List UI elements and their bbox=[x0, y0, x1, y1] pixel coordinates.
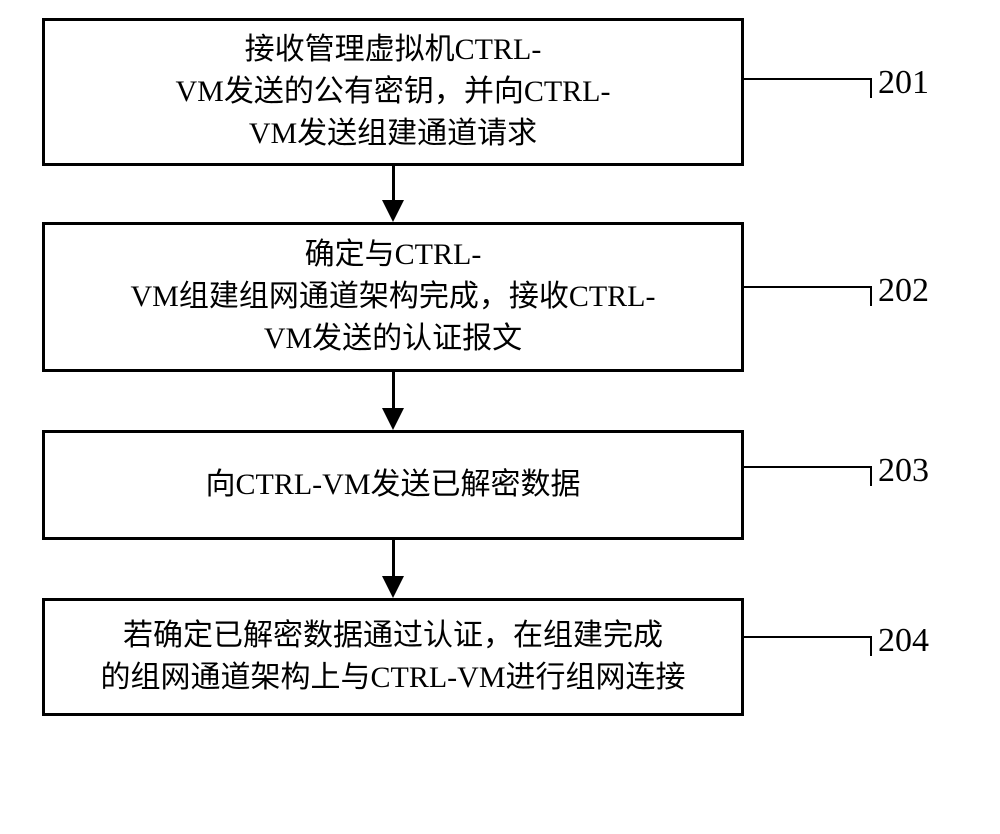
label-connector-3 bbox=[742, 466, 872, 486]
flow-step-1-label: 201 bbox=[878, 64, 929, 102]
arrow-2-line bbox=[392, 372, 395, 410]
flow-step-4: 若确定已解密数据通过认证，在组建完成 的组网通道架构上与CTRL-VM进行组网连… bbox=[42, 598, 744, 716]
arrow-1-head bbox=[382, 200, 404, 222]
flow-step-2-label: 202 bbox=[878, 272, 929, 310]
arrow-2-head bbox=[382, 408, 404, 430]
label-connector-4 bbox=[742, 636, 872, 656]
flow-step-3-label: 203 bbox=[878, 452, 929, 490]
flow-step-3-text: 向CTRL-VM发送已解密数据 bbox=[192, 458, 595, 512]
flow-step-1: 接收管理虚拟机CTRL- VM发送的公有密钥，并向CTRL- VM发送组建通道请… bbox=[42, 18, 744, 166]
arrow-3-head bbox=[382, 576, 404, 598]
flow-step-2-text: 确定与CTRL- VM组建组网通道架构完成，接收CTRL- VM发送的认证报文 bbox=[117, 228, 670, 366]
flow-step-1-text: 接收管理虚拟机CTRL- VM发送的公有密钥，并向CTRL- VM发送组建通道请… bbox=[162, 23, 625, 161]
arrow-3-line bbox=[392, 540, 395, 578]
arrow-1-line bbox=[392, 166, 395, 202]
flow-step-2: 确定与CTRL- VM组建组网通道架构完成，接收CTRL- VM发送的认证报文 bbox=[42, 222, 744, 372]
flow-step-3: 向CTRL-VM发送已解密数据 bbox=[42, 430, 744, 540]
flow-step-4-label: 204 bbox=[878, 622, 929, 660]
label-connector-1 bbox=[742, 78, 872, 98]
label-connector-2 bbox=[742, 286, 872, 306]
flow-step-4-text: 若确定已解密数据通过认证，在组建完成 的组网通道架构上与CTRL-VM进行组网连… bbox=[87, 609, 700, 705]
